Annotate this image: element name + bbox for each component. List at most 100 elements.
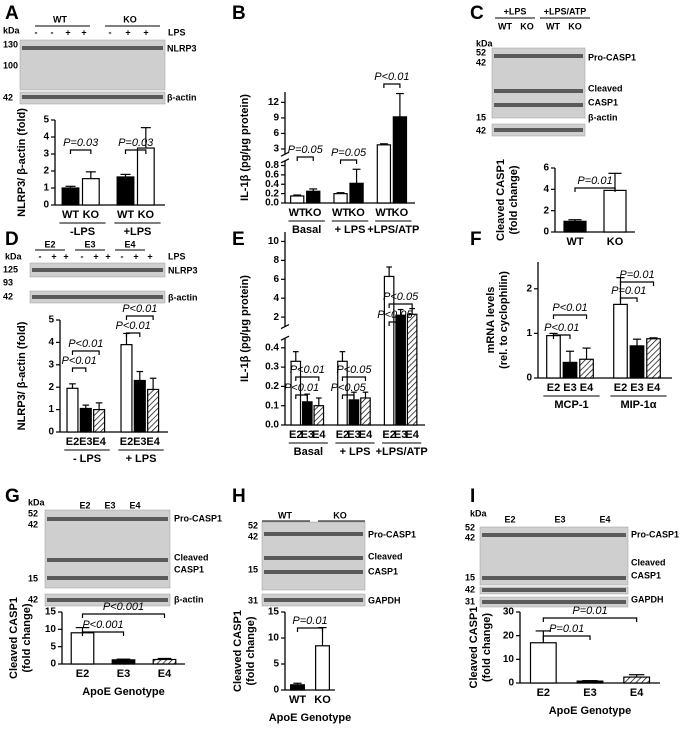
y-tick-label: 0 [43,200,49,211]
blot-label: Cleaved [631,557,666,567]
bar [406,313,418,426]
blot-band [494,103,583,107]
blot-label: 31 [248,595,258,605]
x-tick-label: E4 [359,429,373,441]
significance-bracket [339,159,358,164]
blot-band [47,558,168,562]
y-tick-label: 5 [50,641,56,652]
significance-bracket [125,315,154,320]
blot-label: 42 [248,531,258,541]
y-tick-label: 3 [48,359,54,370]
p-value: P=0.01 [611,285,646,297]
y-tick-label: 5 [48,315,54,326]
axis-break [280,151,290,157]
significance-bracket [295,394,308,399]
y-tick-label: 8 [273,255,279,266]
x-tick-label: WT [332,207,349,219]
p-value: P<0.01 [284,382,319,394]
blot-label: E2 [504,514,515,524]
x-tick-label: E2 [614,382,627,394]
blot-label: - [81,251,84,261]
y-tick-label: 10 [268,236,280,247]
bar [646,338,661,379]
y-axis-label: (fold change) [508,165,520,234]
blot-band [494,54,583,58]
y-tick-label: 2 [526,283,532,294]
blot-label: 52 [476,47,486,57]
bar [61,187,80,206]
blot-label: Cleaved [588,83,623,93]
panel-label: B [232,3,246,24]
blot-band [482,533,626,537]
p-value: P<0.001 [82,619,123,631]
p-value: P<0.05 [331,382,367,394]
blot-label: KO [333,510,347,520]
y-tick-label: 0 [543,227,549,238]
blot-label: WT [278,510,292,520]
significance-bracket [296,627,324,632]
blot-band [47,598,168,602]
blot-band [482,600,626,604]
significance-bracket [388,303,413,308]
x-tick-label: E3 [79,436,92,448]
significance-bracket [619,297,638,302]
y-tick-label: 0 [50,659,56,670]
p-value: P=0.01 [572,605,607,617]
y-tick-label: 4 [43,132,49,143]
x-tick-label: E3 [117,668,130,680]
axis-break [280,323,290,330]
blot-label: 15 [465,572,475,582]
significance-bracket [71,367,87,372]
x-tick-label: E2 [382,429,395,441]
x-tick-label: KO [305,207,322,219]
blot-label: β-actin [167,92,197,102]
p-value: P=0.05 [331,147,367,159]
blot-band [22,95,163,99]
blot-label: LPS [168,251,186,261]
y-axis-label: (fold change) [481,613,493,682]
y-axis-label: (rel. to cyclophilin) [498,271,510,369]
blot-label: + [63,251,68,261]
blot-label: Pro-CASP1 [174,513,222,523]
blot-label: E4 [129,500,140,510]
p-value: P=0.01 [292,615,327,627]
x-tick-label: WT [289,207,306,219]
significance-bracket [341,376,367,381]
blot-label: 15 [28,573,38,583]
blot-label: GAPDH [631,594,664,604]
bar [333,193,348,204]
group-label: +LPS [124,226,152,238]
blot-label: E4 [599,514,610,524]
blot-label: WT [53,14,67,24]
blot-band [264,570,363,574]
blot-band [494,128,583,132]
x-tick-label: WT [117,209,134,221]
bar [290,684,305,691]
blot-label: KO [568,21,582,31]
blot-label: WT [498,21,512,31]
significance-bracket [341,394,355,399]
blot-label: E2 [79,500,90,510]
y-tick-label: 10 [45,624,57,635]
bar [133,379,146,433]
panel-label: E [232,229,245,250]
blot-label: 42 [3,92,13,102]
blot-label: NLRP3 [167,43,197,53]
blot-label: + [81,27,86,37]
significance-bracket [125,332,141,337]
bar [313,405,325,426]
blot-label: CASP1 [174,564,204,574]
bar [116,176,135,206]
blot-band [482,576,626,580]
y-tick-label: 0 [48,427,54,438]
y-tick-label: 2 [48,382,54,393]
y-tick-label: 6 [273,128,279,139]
bar [79,407,92,433]
blot-label: 31 [465,596,475,606]
blot-label: 100 [3,60,18,70]
bar [349,182,364,204]
bar [301,401,313,426]
blot-band [482,588,626,592]
blot-label: β-actin [168,292,198,302]
